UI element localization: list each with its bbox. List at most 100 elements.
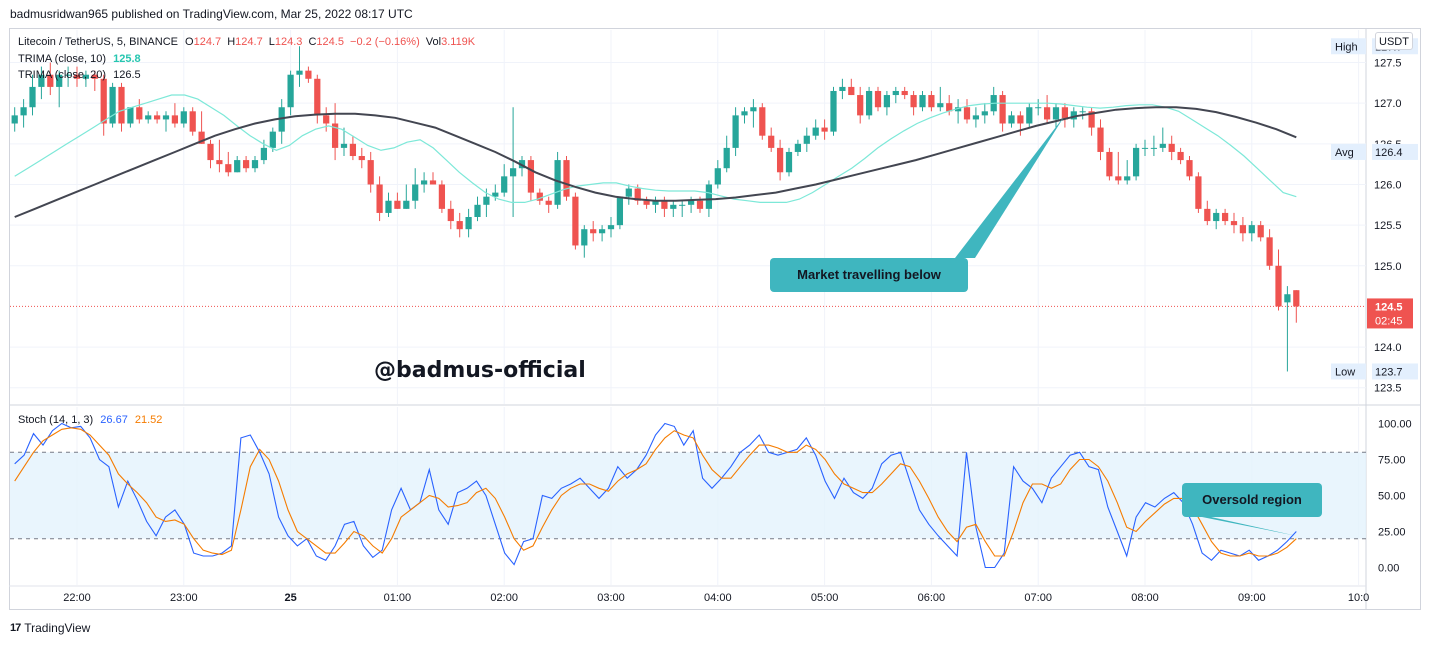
candle-body xyxy=(456,221,463,230)
candle-body xyxy=(625,188,632,197)
candle-body xyxy=(56,74,63,87)
close-key: C xyxy=(308,36,317,48)
candle-body xyxy=(474,204,481,217)
candle-body xyxy=(919,95,926,108)
candle-body xyxy=(607,225,615,230)
symbol-name: Litecoin / TetherUS, 5, BINANCE xyxy=(18,36,178,48)
candle-body xyxy=(928,95,935,108)
trima20-legend[interactable]: TRIMA (close, 20) 126.5 xyxy=(18,69,141,81)
candle-body xyxy=(910,95,917,108)
candle-body xyxy=(759,107,766,136)
candle-body xyxy=(776,147,784,173)
candle-body xyxy=(64,74,72,76)
candle-body xyxy=(937,103,944,108)
stoch-d-value: 21.52 xyxy=(134,414,163,426)
candle-body xyxy=(394,200,401,209)
candle-body xyxy=(242,160,250,169)
candle-body xyxy=(1266,237,1273,266)
symbol-legend: Litecoin / TetherUS, 5, BINANCE O124.7 H… xyxy=(18,36,475,48)
candle-body xyxy=(180,111,187,124)
price-tag-label: Low xyxy=(1335,366,1355,378)
candle-body xyxy=(20,107,27,116)
last-price-tag xyxy=(1367,298,1413,329)
stoch-tick-label: 0.00 xyxy=(1378,563,1399,575)
price-tag-label-bg xyxy=(1331,363,1366,380)
candle-body xyxy=(857,95,864,116)
price-tick-label: 127.5 xyxy=(1374,58,1402,70)
high-value: 124.7 xyxy=(235,36,263,48)
candle-body xyxy=(981,111,988,116)
trima10-label: TRIMA (close, 10) xyxy=(18,53,107,65)
candle-body xyxy=(1284,294,1291,303)
candle-body xyxy=(91,74,98,79)
candle-body xyxy=(340,143,348,148)
time-tick-label: 03:00 xyxy=(597,592,625,604)
stoch-tick-label: 50.00 xyxy=(1378,491,1406,503)
price-tag-label: Avg xyxy=(1335,147,1354,159)
candle-body xyxy=(883,95,891,108)
candle-body xyxy=(1106,151,1113,177)
candle-body xyxy=(412,184,419,201)
candle-body xyxy=(100,78,107,124)
callout-pointer xyxy=(1184,511,1297,536)
candle-body xyxy=(670,204,677,209)
candle-body xyxy=(287,74,294,108)
candle-body xyxy=(901,90,908,96)
candle-body xyxy=(1008,115,1015,124)
candle-body xyxy=(38,74,45,87)
candle-body xyxy=(136,107,143,120)
change-value: −0.2 (−0.16%) xyxy=(350,36,420,48)
candle-body xyxy=(892,90,899,96)
candle-body xyxy=(1035,107,1042,109)
volume-value: 3.119K xyxy=(441,36,476,48)
candle-body xyxy=(1293,290,1300,307)
candle-body xyxy=(171,115,179,124)
price-tick-label: 125.0 xyxy=(1374,261,1402,273)
candle-body xyxy=(251,160,259,169)
tradingview-logo[interactable]: 17 TradingView xyxy=(10,621,90,635)
candle-body xyxy=(572,196,579,246)
candle-body xyxy=(296,70,303,75)
candle-body xyxy=(1159,143,1166,148)
candle-body xyxy=(11,115,18,124)
candle-body xyxy=(162,115,170,120)
candle-body xyxy=(652,200,659,205)
candle-body xyxy=(821,127,828,132)
trima10-legend[interactable]: TRIMA (close, 10) 125.8 xyxy=(18,53,141,65)
candle-body xyxy=(563,160,570,197)
candle-body xyxy=(1115,176,1122,181)
price-tick-label: 127.0 xyxy=(1374,98,1402,110)
low-key: L xyxy=(268,36,275,48)
candle-body xyxy=(1275,265,1282,307)
stoch-k-line xyxy=(14,422,1297,569)
price-tag-value-bg xyxy=(1372,143,1418,160)
stoch-band xyxy=(10,452,1366,539)
time-tick-label: 10:0 xyxy=(1348,592,1369,604)
trima20-line xyxy=(14,106,1297,218)
candle-body xyxy=(82,74,90,79)
stoch-legend[interactable]: Stoch (14, 1, 3) 26.67 21.52 xyxy=(18,414,162,426)
candle-body xyxy=(696,200,704,209)
time-tick-label: 04:00 xyxy=(704,592,732,604)
candle-body xyxy=(376,184,383,213)
candle-body xyxy=(963,107,971,120)
candle-body xyxy=(1061,107,1069,120)
price-tick-label: 124.0 xyxy=(1374,342,1402,354)
candle-body xyxy=(1132,147,1140,177)
candle-body xyxy=(616,196,624,226)
candle-body xyxy=(509,168,517,177)
candle-body xyxy=(127,107,134,124)
price-tag-value-bg xyxy=(1372,363,1418,380)
candle-body xyxy=(972,115,980,120)
candle-body xyxy=(581,229,588,246)
candle-body xyxy=(803,135,810,144)
time-tick-label: 09:00 xyxy=(1238,592,1266,604)
currency-button[interactable]: USDT xyxy=(1375,32,1413,50)
candle-body xyxy=(1168,143,1175,152)
candle-body xyxy=(1186,160,1193,177)
candle-body xyxy=(527,160,535,193)
time-tick-label: 02:00 xyxy=(490,592,518,604)
candle-body xyxy=(1177,151,1184,161)
candle-body xyxy=(1150,147,1158,149)
candle-body xyxy=(314,78,321,116)
